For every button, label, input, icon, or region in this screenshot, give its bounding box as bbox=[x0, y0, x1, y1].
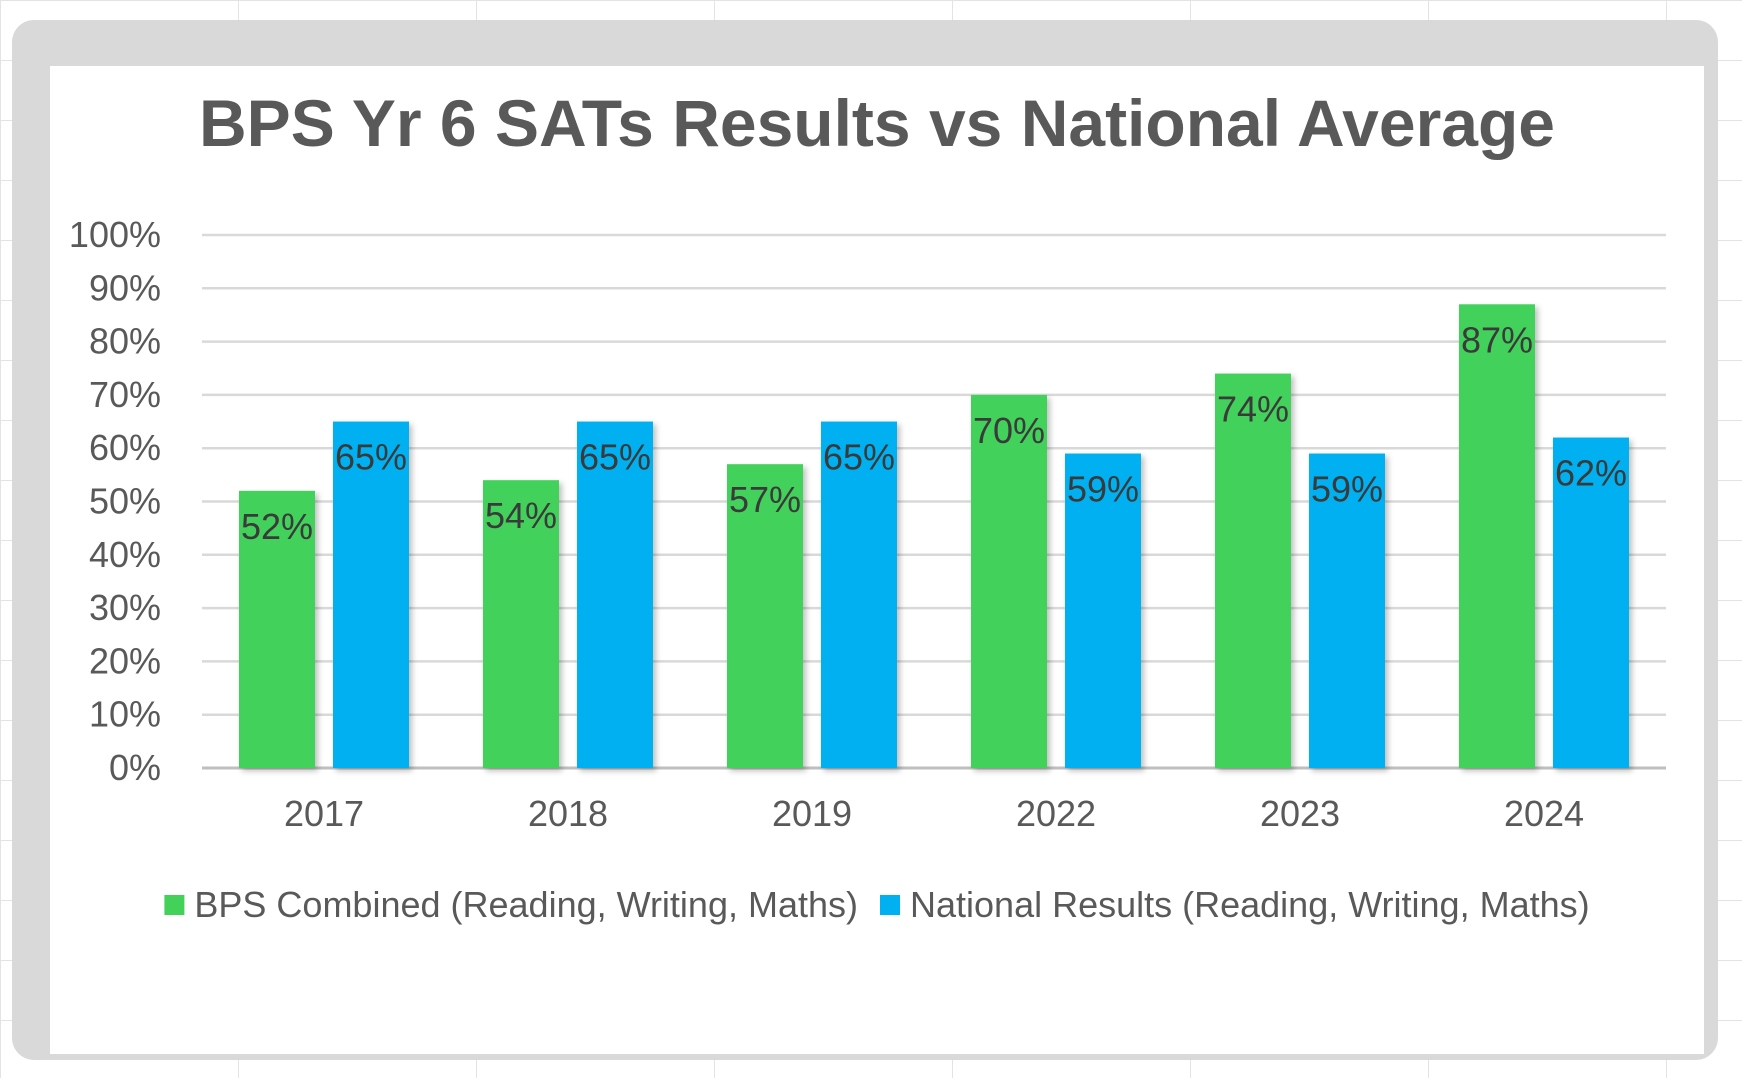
x-category-label: 2018 bbox=[528, 793, 608, 834]
chart-frame[interactable]: BPS Yr 6 SATs Results vs National Averag… bbox=[12, 20, 1718, 1060]
y-tick-label: 100% bbox=[69, 214, 161, 255]
data-label: 52% bbox=[241, 506, 313, 547]
legend-item-national[interactable]: National Results (Reading, Writing, Math… bbox=[880, 884, 1590, 925]
data-label: 54% bbox=[485, 495, 557, 536]
data-label: 74% bbox=[1217, 389, 1289, 430]
legend-label: National Results (Reading, Writing, Math… bbox=[910, 884, 1590, 925]
data-label: 62% bbox=[1555, 453, 1627, 494]
legend[interactable]: BPS Combined (Reading, Writing, Maths) Na… bbox=[164, 884, 1590, 925]
bar-bps-2023[interactable] bbox=[1215, 373, 1291, 768]
data-label: 59% bbox=[1067, 469, 1139, 510]
data-labels: 52% 65% 54% 65% 57% 65% 70% 59% 74% 59% 87% 62% bbox=[241, 319, 1627, 547]
bar-chart: BPS Yr 6 SATs Results vs National Averag… bbox=[69, 86, 1666, 925]
bar-national-2023[interactable] bbox=[1309, 453, 1385, 768]
x-category-label: 2023 bbox=[1260, 793, 1340, 834]
y-tick-label: 70% bbox=[89, 374, 161, 415]
y-tick-label: 20% bbox=[89, 640, 161, 681]
y-tick-label: 0% bbox=[109, 747, 161, 788]
data-label: 70% bbox=[973, 410, 1045, 451]
bar-national-2017[interactable] bbox=[333, 421, 409, 768]
bar-national-2024[interactable] bbox=[1553, 437, 1629, 768]
data-label: 65% bbox=[579, 437, 651, 478]
chart-area[interactable]: BPS Yr 6 SATs Results vs National Averag… bbox=[50, 66, 1704, 1054]
bar-bps-2024[interactable] bbox=[1459, 304, 1535, 768]
bar-bps-2018[interactable] bbox=[483, 480, 559, 768]
bar-national-2022[interactable] bbox=[1065, 453, 1141, 768]
y-tick-label: 60% bbox=[89, 427, 161, 468]
y-tick-label: 40% bbox=[89, 534, 161, 575]
y-tick-label: 80% bbox=[89, 321, 161, 362]
bars bbox=[239, 304, 1629, 768]
data-label: 65% bbox=[335, 437, 407, 478]
bar-bps-2022[interactable] bbox=[971, 394, 1047, 768]
y-tick-label: 10% bbox=[89, 694, 161, 735]
data-label: 59% bbox=[1311, 469, 1383, 510]
legend-swatch bbox=[880, 895, 900, 915]
x-axis-categories: 2017 2018 2019 2022 2023 2024 bbox=[284, 793, 1584, 834]
data-label: 57% bbox=[729, 479, 801, 520]
legend-swatch bbox=[164, 895, 185, 915]
bar-bps-2019[interactable] bbox=[727, 464, 803, 768]
y-tick-label: 90% bbox=[89, 267, 161, 308]
y-tick-label: 30% bbox=[89, 587, 161, 628]
gridlines bbox=[202, 233, 1666, 770]
x-category-label: 2024 bbox=[1504, 793, 1584, 834]
x-category-label: 2019 bbox=[772, 793, 852, 834]
bar-national-2019[interactable] bbox=[821, 421, 897, 768]
bar-national-2018[interactable] bbox=[577, 421, 653, 768]
x-category-label: 2017 bbox=[284, 793, 364, 834]
x-category-label: 2022 bbox=[1016, 793, 1096, 834]
legend-item-bps[interactable]: BPS Combined (Reading, Writing, Maths) bbox=[164, 884, 858, 925]
y-axis-ticks: 0% 10% 20% 30% 40% 50% 60% 70% 80% 90% 100% bbox=[69, 214, 161, 788]
y-tick-label: 50% bbox=[89, 481, 161, 522]
bar-bps-2017[interactable] bbox=[239, 490, 315, 768]
chart-title: BPS Yr 6 SATs Results vs National Averag… bbox=[199, 86, 1555, 160]
legend-label: BPS Combined (Reading, Writing, Maths) bbox=[194, 884, 858, 925]
data-label: 87% bbox=[1461, 319, 1533, 360]
data-label: 65% bbox=[823, 437, 895, 478]
